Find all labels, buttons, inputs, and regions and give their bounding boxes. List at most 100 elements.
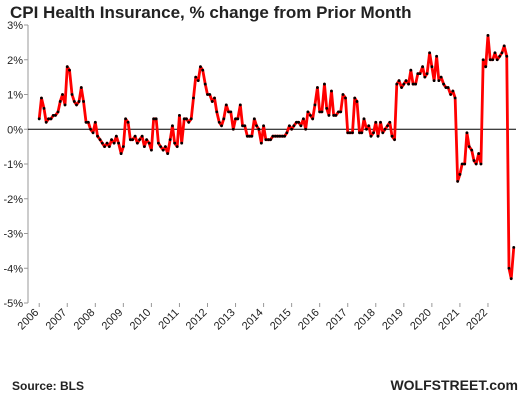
point <box>126 120 130 124</box>
point <box>47 117 50 121</box>
point <box>339 110 343 114</box>
point <box>49 117 53 121</box>
point <box>439 75 443 79</box>
point <box>437 79 441 82</box>
point <box>390 134 394 138</box>
point <box>271 134 275 138</box>
point <box>63 103 67 107</box>
point <box>222 117 226 121</box>
source: Source: BLS <box>12 379 84 393</box>
point <box>70 93 74 96</box>
point <box>84 120 88 124</box>
point <box>213 96 216 100</box>
point <box>458 173 462 176</box>
point <box>187 120 191 124</box>
point <box>192 96 195 100</box>
point <box>509 277 513 281</box>
point <box>68 68 71 72</box>
point <box>280 134 284 138</box>
x-tick-label: 2019 <box>380 307 406 333</box>
point <box>386 124 389 128</box>
point <box>414 82 417 86</box>
x-tick-label: 2010 <box>128 307 154 333</box>
point <box>40 96 43 100</box>
point <box>262 124 265 128</box>
point <box>152 117 156 121</box>
point <box>442 82 446 86</box>
point <box>276 134 280 138</box>
point <box>505 54 509 58</box>
point <box>290 127 294 131</box>
y-tick-label: -4% <box>3 263 23 275</box>
point <box>231 127 235 131</box>
point <box>360 131 364 135</box>
point <box>224 103 228 107</box>
point <box>507 266 511 270</box>
point <box>259 141 263 145</box>
point <box>227 110 230 114</box>
point <box>145 138 149 142</box>
point <box>435 54 439 58</box>
x-tick-label: 2020 <box>408 307 434 333</box>
point <box>421 65 425 69</box>
y-tick-label: 3% <box>7 20 23 32</box>
point <box>215 110 219 114</box>
point <box>325 107 329 110</box>
point <box>495 58 499 62</box>
x-tick-label: 2007 <box>44 307 70 333</box>
x-tick-label: 2008 <box>72 307 98 333</box>
point <box>488 58 492 62</box>
point <box>252 117 256 121</box>
point <box>479 162 483 166</box>
point <box>304 127 308 131</box>
point <box>287 124 291 128</box>
point <box>77 100 81 103</box>
point <box>194 75 198 79</box>
point <box>302 117 305 121</box>
point <box>220 124 223 128</box>
point <box>432 79 436 82</box>
point <box>446 86 450 89</box>
point <box>477 152 481 155</box>
point <box>54 113 57 117</box>
point <box>79 86 83 89</box>
point <box>250 134 254 138</box>
point <box>89 127 92 131</box>
point <box>369 134 373 138</box>
point <box>283 134 287 138</box>
point <box>229 110 233 114</box>
y-tick-label: 0% <box>7 124 23 136</box>
x-tick-label: 2016 <box>296 307 322 333</box>
point <box>243 124 247 128</box>
point <box>82 100 85 103</box>
point <box>264 138 268 142</box>
point <box>166 152 170 155</box>
point <box>61 93 64 96</box>
x-tick-label: 2013 <box>212 307 238 333</box>
point <box>110 138 113 142</box>
point <box>449 93 453 96</box>
chart-title: CPI Health Insurance, % change from Prio… <box>10 3 411 22</box>
point <box>178 113 181 117</box>
point <box>512 246 516 249</box>
point <box>91 131 95 135</box>
point <box>199 65 202 69</box>
point <box>96 134 99 138</box>
point <box>348 131 352 135</box>
point <box>65 65 69 69</box>
point <box>320 110 324 114</box>
point <box>180 141 184 145</box>
point <box>98 138 102 142</box>
x-tick-label: 2006 <box>16 307 42 333</box>
point <box>168 138 172 142</box>
point <box>119 152 123 155</box>
point <box>93 120 97 124</box>
point <box>346 131 350 135</box>
x-tick-label: 2021 <box>436 307 462 333</box>
y-tick-label: -3% <box>3 229 23 241</box>
point <box>481 58 485 62</box>
point <box>330 89 333 93</box>
point <box>309 113 312 117</box>
point <box>453 96 457 100</box>
point <box>236 117 240 121</box>
